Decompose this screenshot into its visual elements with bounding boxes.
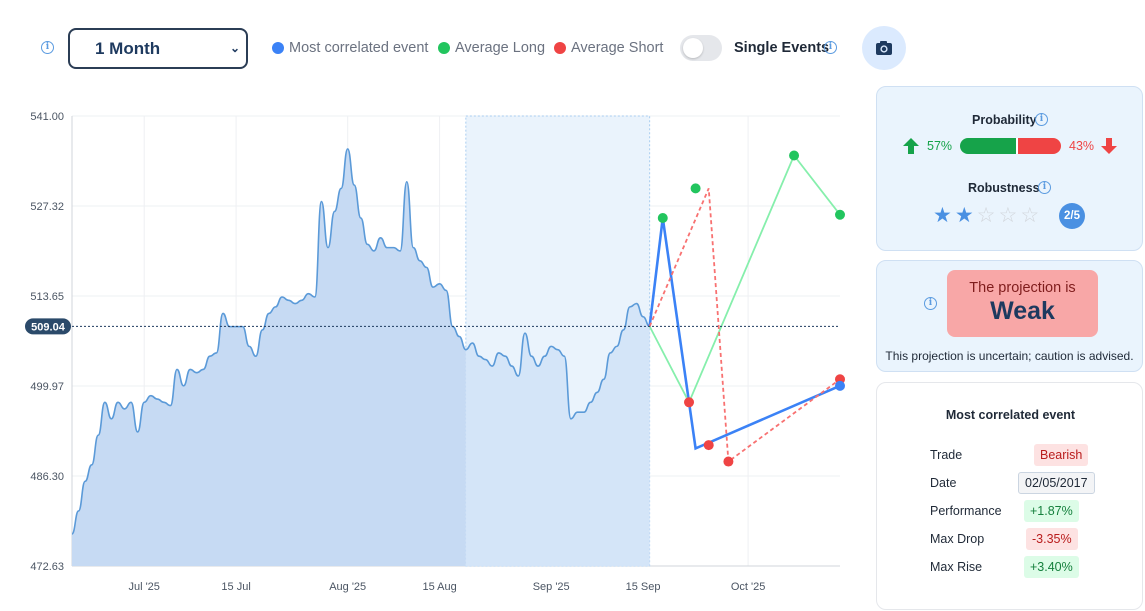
- robustness-info-icon[interactable]: i: [1038, 181, 1051, 194]
- projection-strength: Weak: [990, 297, 1055, 325]
- price-area-recent: [465, 303, 650, 566]
- event-value-performance: +1.87%: [1024, 500, 1079, 522]
- price-chart: 541.00 527.32 513.65 499.97 486.30 472.63 Jul…: [25, 111, 845, 593]
- probability-up-fill: [960, 138, 1016, 154]
- y-tick-label: 499.97: [30, 381, 64, 393]
- y-tick-label: 472.63: [30, 561, 64, 573]
- star-filled-icon: ★: [933, 204, 952, 227]
- projection-line: [648, 217, 841, 451]
- probability-panel: Probability i 57% 43% Robustness i ★ ★ ☆ ☆ ☆…: [876, 86, 1143, 251]
- x-tick-label: 15 Jul: [221, 581, 250, 593]
- arrow-down-icon: [1101, 138, 1117, 154]
- x-tick-label: Aug '25: [329, 581, 366, 593]
- y-tick-label: 486.30: [30, 471, 64, 483]
- robustness-stars: ★ ★ ☆ ☆ ☆: [933, 205, 1039, 226]
- legend-label: Average Long: [455, 40, 546, 56]
- star-empty-icon: ☆: [998, 204, 1018, 227]
- event-label-max-drop: Max Drop: [930, 532, 985, 546]
- x-tick-label: 15 Sep: [626, 581, 661, 593]
- price-line: [71, 148, 650, 535]
- current-price-label: 509.04: [31, 321, 66, 333]
- probability-bar: [960, 138, 1061, 154]
- projection-line1: The projection is: [969, 280, 1076, 296]
- event-value-trade: Bearish: [1034, 444, 1089, 466]
- event-value-max-drop: -3.35%: [1026, 528, 1078, 550]
- period-info-icon[interactable]: i: [41, 41, 54, 54]
- y-tick-label: 541.00: [30, 111, 64, 123]
- arrow-up-icon: [903, 138, 919, 154]
- x-tick-label: Sep '25: [533, 581, 570, 593]
- projection-point: [684, 397, 695, 408]
- projection-point: [789, 150, 800, 161]
- y-tick-label: 527.32: [30, 201, 64, 213]
- toggle-knob: [683, 38, 703, 58]
- legend-dot-blue: [272, 42, 284, 54]
- event-label-date: Date: [930, 476, 957, 490]
- period-select[interactable]: 1 Month ⌄: [68, 28, 248, 69]
- probability-up-percent: 57%: [927, 139, 953, 153]
- x-tick-label: Oct '25: [731, 581, 766, 593]
- legend-label: Average Short: [571, 40, 664, 56]
- legend-label: Most correlated event: [289, 40, 429, 56]
- camera-button[interactable]: [862, 26, 906, 70]
- probability-title: Probability: [972, 113, 1037, 127]
- camera-icon: [876, 41, 892, 55]
- robustness-title: Robustness: [968, 181, 1040, 195]
- robustness-badge: 2/5: [1059, 203, 1085, 229]
- event-label-max-rise: Max Rise: [930, 560, 983, 574]
- legend-average-short[interactable]: Average Short: [554, 40, 663, 56]
- projection-point: [657, 213, 668, 224]
- x-tick-label: Jul '25: [128, 581, 159, 593]
- single-events-toggle[interactable]: [680, 35, 722, 61]
- single-events-info-icon[interactable]: i: [824, 41, 837, 54]
- legend-most-correlated[interactable]: Most correlated event: [272, 40, 428, 56]
- projection-point: [723, 456, 734, 467]
- chevron-down-icon: ⌄: [229, 41, 240, 55]
- legend-dot-red: [554, 42, 566, 54]
- single-events-label: Single Events: [734, 40, 830, 56]
- current-price-badge: [25, 318, 71, 335]
- star-empty-icon: ☆: [976, 204, 996, 227]
- probability-down-percent: 43%: [1069, 139, 1095, 153]
- price-area-past: [72, 148, 466, 566]
- probability-divider: [1016, 138, 1018, 154]
- legend-dot-green: [438, 42, 450, 54]
- x-tick-label: 15 Aug: [422, 581, 456, 593]
- event-title: Most correlated event: [945, 408, 1076, 422]
- projection-panel: i The projection is Weak This projection…: [876, 260, 1143, 372]
- projection-point: [835, 380, 845, 391]
- star-empty-icon: ☆: [1020, 204, 1040, 227]
- projection-line: [648, 188, 841, 464]
- probability-info-icon[interactable]: i: [1035, 113, 1048, 126]
- event-value-date: 02/05/2017: [1018, 472, 1095, 494]
- projection-line: [648, 153, 841, 405]
- legend-average-long[interactable]: Average Long: [438, 40, 545, 56]
- event-label-trade: Trade: [930, 448, 963, 462]
- projection-point: [703, 440, 714, 451]
- projection-point: [835, 209, 845, 220]
- probability-down-fill: [1018, 138, 1061, 154]
- event-label-performance: Performance: [930, 504, 1002, 518]
- y-tick-label: 513.65: [30, 291, 64, 303]
- event-value-max-rise: +3.40%: [1024, 556, 1079, 578]
- star-filled-icon: ★: [954, 204, 974, 227]
- projection-strength-box: The projection is Weak: [947, 270, 1098, 337]
- projection-point: [690, 183, 701, 194]
- most-correlated-event-panel: Most correlated event Trade Bearish Date…: [876, 382, 1143, 610]
- period-select-value: 1 Month: [95, 39, 161, 58]
- projection-note: This projection is uncertain; caution is…: [885, 349, 1134, 363]
- projection-info-icon[interactable]: i: [924, 297, 937, 310]
